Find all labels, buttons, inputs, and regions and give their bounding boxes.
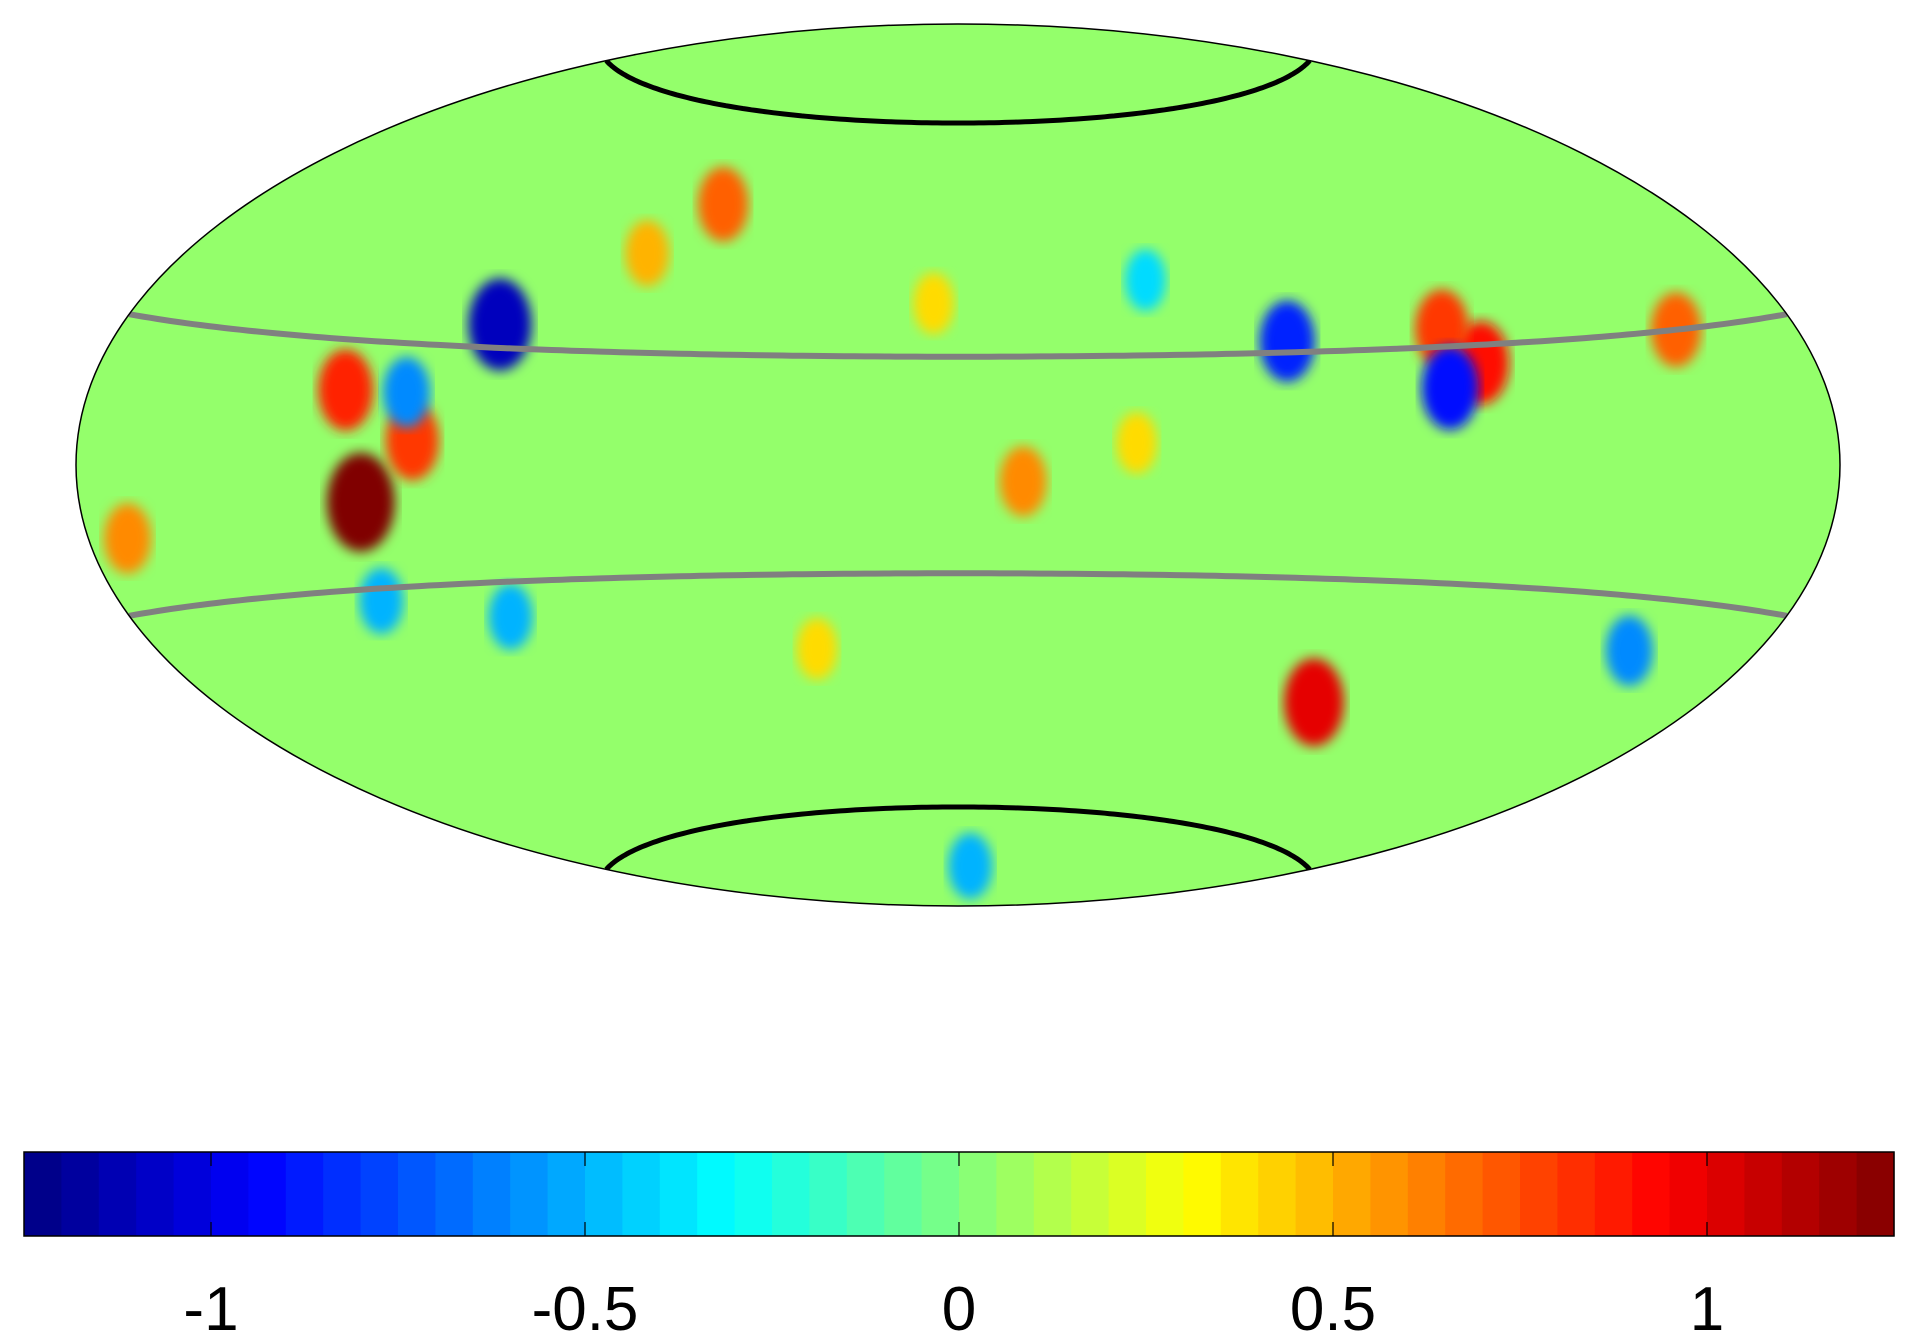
colorbar-cell bbox=[1407, 1152, 1446, 1236]
colorbar-cell bbox=[323, 1152, 362, 1236]
colorbar-cell bbox=[547, 1152, 586, 1236]
colorbar-tick-label: 0.5 bbox=[1290, 1275, 1376, 1342]
colorbar-cell bbox=[959, 1152, 997, 1236]
colorbar-tick-label: -0.5 bbox=[532, 1275, 639, 1342]
anomaly-spot bbox=[796, 618, 838, 680]
colorbar-cell bbox=[585, 1152, 623, 1236]
colorbar-ticks: -1 -0.5 0 0.5 1 bbox=[183, 1152, 1724, 1342]
colorbar-cell bbox=[435, 1152, 474, 1236]
colorbar-cell bbox=[211, 1152, 249, 1236]
colorbar-cell bbox=[622, 1152, 661, 1236]
anomaly-spot bbox=[1125, 249, 1166, 311]
colorbar-cell bbox=[884, 1152, 923, 1236]
anomaly-spot bbox=[383, 356, 431, 428]
colorbar-cell bbox=[1856, 1152, 1895, 1236]
map-background bbox=[76, 24, 1840, 906]
anomaly-spot bbox=[104, 503, 152, 574]
colorbar-cell bbox=[772, 1152, 810, 1236]
colorbar-cell bbox=[24, 1152, 62, 1236]
anomaly-field bbox=[104, 166, 1702, 899]
colorbar-cell bbox=[1108, 1152, 1147, 1236]
colorbar-cell bbox=[659, 1152, 698, 1236]
colorbar-cell bbox=[1258, 1152, 1297, 1236]
latitude-lines bbox=[128, 58, 1788, 872]
colorbar-cell bbox=[1033, 1152, 1072, 1236]
anomaly-spot bbox=[318, 349, 374, 431]
colorbar-cell bbox=[1632, 1152, 1671, 1236]
colorbar-cell bbox=[1669, 1152, 1708, 1236]
colorbar-cell bbox=[1183, 1152, 1222, 1236]
anomaly-spot bbox=[1421, 346, 1479, 430]
colorbar-cell bbox=[1333, 1152, 1371, 1236]
polar-cap-line bbox=[604, 58, 1312, 126]
colorbar-cell bbox=[173, 1152, 212, 1236]
anomaly-spot bbox=[698, 166, 749, 242]
colorbar-tick-label: 1 bbox=[1690, 1275, 1724, 1342]
colorbar-cell bbox=[248, 1152, 287, 1236]
anomaly-spot bbox=[913, 272, 954, 335]
colorbar-cell bbox=[846, 1152, 885, 1236]
colorbar-cell bbox=[472, 1152, 511, 1236]
colorbar-cell bbox=[1819, 1152, 1858, 1236]
anomaly-spot bbox=[999, 446, 1047, 517]
colorbar-cell bbox=[1445, 1152, 1484, 1236]
colorbar-cell bbox=[809, 1152, 848, 1236]
colorbar: -1 -0.5 0 0.5 1 bbox=[23, 1151, 1895, 1342]
colorbar-cell bbox=[1707, 1152, 1745, 1236]
colorbar-cell bbox=[1781, 1152, 1820, 1236]
anomaly-spot bbox=[625, 220, 670, 287]
anomaly-spot bbox=[326, 452, 395, 552]
colorbar-cell bbox=[360, 1152, 399, 1236]
polar-cap-line bbox=[604, 804, 1312, 872]
colorbar-cell bbox=[285, 1152, 324, 1236]
colorbar-cell bbox=[98, 1152, 137, 1236]
colorbar-cell bbox=[136, 1152, 175, 1236]
colorbar-cell bbox=[61, 1152, 100, 1236]
colorbar-cell bbox=[1370, 1152, 1409, 1236]
map-panel bbox=[75, 23, 1841, 907]
anomaly-spot bbox=[1283, 658, 1344, 747]
colorbar-cell bbox=[1520, 1152, 1558, 1236]
map-outline bbox=[75, 23, 1841, 907]
colorbar-cell bbox=[1594, 1152, 1633, 1236]
latitude-line bbox=[128, 311, 1788, 360]
colorbar-cell bbox=[1295, 1152, 1334, 1236]
colorbar-cell bbox=[734, 1152, 773, 1236]
anomaly-spot bbox=[488, 583, 533, 650]
colorbar-cell bbox=[1557, 1152, 1596, 1236]
colorbar-tick-label: -1 bbox=[183, 1275, 238, 1342]
anomaly-spot bbox=[468, 278, 532, 371]
anomaly-spot bbox=[359, 567, 404, 634]
colorbar-cell bbox=[921, 1152, 960, 1236]
colorbar-cell bbox=[1744, 1152, 1783, 1236]
latitude-line bbox=[128, 570, 1788, 619]
anomaly-spot bbox=[948, 833, 993, 899]
anomaly-spot bbox=[1605, 615, 1653, 686]
colorbar-cell bbox=[1220, 1152, 1259, 1236]
colorbar-cell bbox=[996, 1152, 1035, 1236]
colorbar-cell bbox=[510, 1152, 549, 1236]
colorbar-tick-label: 0 bbox=[942, 1275, 976, 1342]
colorbar-cell bbox=[1071, 1152, 1110, 1236]
colorbar-cell bbox=[398, 1152, 436, 1236]
colorbar-cell bbox=[1146, 1152, 1184, 1236]
colorbar-scale bbox=[24, 1152, 1895, 1236]
anomaly-spot bbox=[1259, 300, 1315, 382]
colorbar-cell bbox=[697, 1152, 736, 1236]
anomaly-spot bbox=[1116, 412, 1158, 474]
colorbar-cell bbox=[1482, 1152, 1521, 1236]
